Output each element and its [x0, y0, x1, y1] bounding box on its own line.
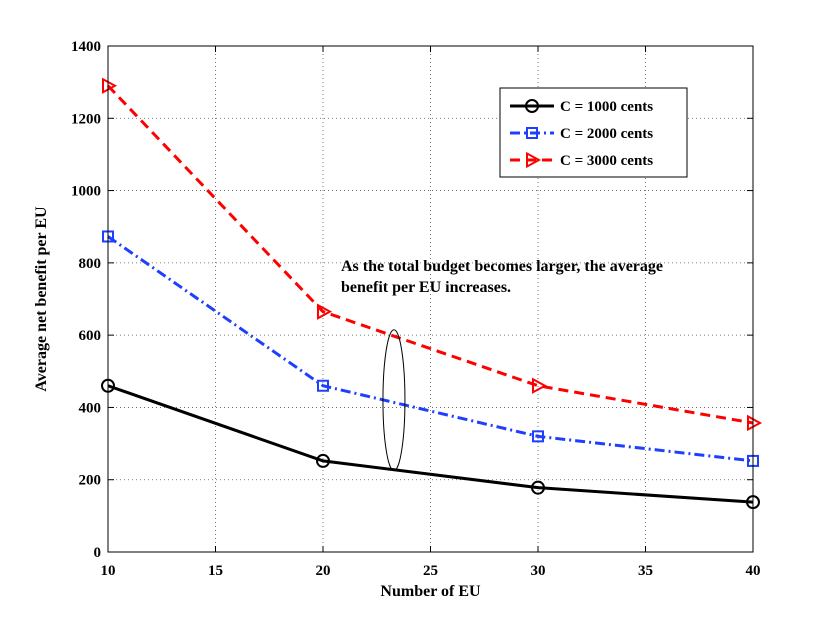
legend-swatch-marker [525, 99, 539, 113]
y-tick-label: 1200 [71, 111, 101, 127]
y-tick-label: 0 [94, 545, 102, 561]
series-3-point [317, 303, 333, 320]
series-1-line [107, 384, 754, 504]
x-tick-label: 40 [746, 563, 761, 579]
y-tick-label: 800 [79, 256, 102, 272]
legend-label: C = 2000 cents [560, 126, 653, 142]
legend-swatch-marker [526, 127, 538, 139]
legend-label: C = 3000 cents [560, 153, 653, 169]
y-tick-label: 1400 [71, 39, 101, 55]
y-tick-label: 200 [79, 473, 102, 489]
series-3-line [106, 84, 754, 425]
annotation-text-line-1: As the total budget becomes larger, the … [341, 258, 663, 275]
series-3-point [747, 414, 763, 432]
y-tick-label: 400 [79, 400, 102, 416]
series-3-point [532, 377, 548, 394]
annotation-ellipse [382, 329, 406, 472]
legend-label: C = 1000 cents [560, 99, 653, 115]
series-1-point [316, 453, 330, 468]
y-tick-label: 1000 [71, 184, 101, 200]
annotation-text-line-2: benefit per EU increases. [341, 279, 511, 296]
x-tick-label: 30 [531, 563, 546, 579]
series-2-point [532, 430, 544, 443]
series-2-point [317, 379, 329, 392]
series-3 [102, 77, 763, 432]
annotation: As the total budget becomes larger, the … [341, 258, 663, 472]
y-axis-title: Average net benefit per EU [33, 206, 50, 392]
x-tick-label: 10 [101, 563, 116, 579]
x-tick-label: 25 [423, 563, 438, 579]
x-axis-title: Number of EU [380, 583, 481, 600]
y-tick-label: 600 [79, 328, 102, 344]
series-1-point [531, 480, 545, 495]
x-tick-label: 15 [208, 563, 223, 579]
x-tick-label: 35 [638, 563, 653, 579]
x-tick-label: 20 [316, 563, 331, 579]
legend-swatch-marker [526, 151, 542, 169]
series-3-point [102, 77, 118, 94]
legend: C = 1000 cents C = 2000 cents C = 3000 cen… [499, 87, 688, 178]
